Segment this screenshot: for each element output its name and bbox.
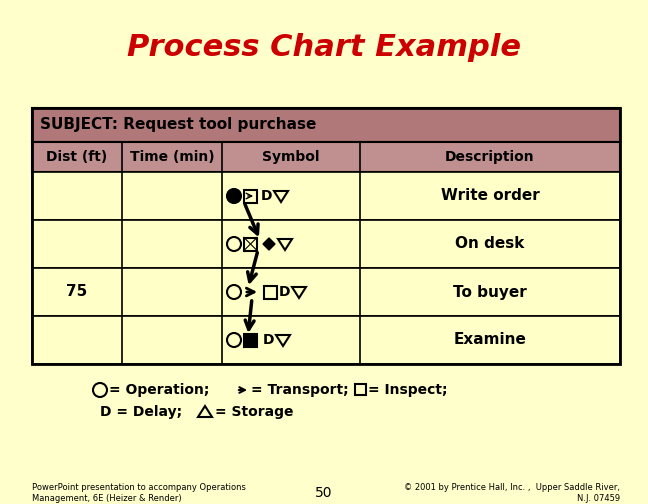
Text: PowerPoint presentation to accompany Operations
Management, 6E (Heizer & Render): PowerPoint presentation to accompany Ope… bbox=[32, 483, 246, 502]
Text: Symbol: Symbol bbox=[262, 150, 319, 164]
Text: D: D bbox=[278, 285, 290, 299]
Text: To buyer: To buyer bbox=[453, 284, 527, 299]
Text: = Storage: = Storage bbox=[215, 405, 294, 419]
Text: D: D bbox=[262, 333, 273, 347]
Bar bbox=[244, 334, 257, 347]
Text: = Operation;: = Operation; bbox=[109, 383, 209, 397]
Text: Dist (ft): Dist (ft) bbox=[47, 150, 108, 164]
Bar bbox=[244, 237, 257, 250]
Bar bbox=[32, 142, 620, 172]
Bar bbox=[32, 220, 620, 268]
Bar bbox=[244, 190, 257, 203]
Polygon shape bbox=[263, 238, 275, 250]
Bar bbox=[32, 268, 620, 316]
Text: Examine: Examine bbox=[454, 333, 526, 347]
Text: D: D bbox=[260, 189, 272, 203]
Text: Description: Description bbox=[445, 150, 535, 164]
Text: On desk: On desk bbox=[456, 236, 525, 251]
Text: Time (min): Time (min) bbox=[130, 150, 214, 164]
Bar bbox=[32, 108, 620, 364]
Text: D = Delay;: D = Delay; bbox=[100, 405, 182, 419]
Text: © 2001 by Prentice Hall, Inc. ,  Upper Saddle River,
N.J. 07459: © 2001 by Prentice Hall, Inc. , Upper Sa… bbox=[404, 483, 620, 502]
Bar bbox=[32, 316, 620, 364]
Bar bbox=[355, 384, 366, 395]
Text: Process Chart Example: Process Chart Example bbox=[127, 33, 521, 62]
Bar bbox=[32, 108, 620, 142]
Circle shape bbox=[227, 189, 241, 203]
Bar bbox=[264, 285, 277, 298]
Text: 75: 75 bbox=[66, 284, 87, 299]
Text: 50: 50 bbox=[315, 486, 333, 500]
Text: Write order: Write order bbox=[441, 188, 539, 204]
Text: SUBJECT: Request tool purchase: SUBJECT: Request tool purchase bbox=[40, 117, 316, 133]
Bar bbox=[32, 172, 620, 220]
Text: = Transport;: = Transport; bbox=[251, 383, 349, 397]
Text: = Inspect;: = Inspect; bbox=[368, 383, 448, 397]
